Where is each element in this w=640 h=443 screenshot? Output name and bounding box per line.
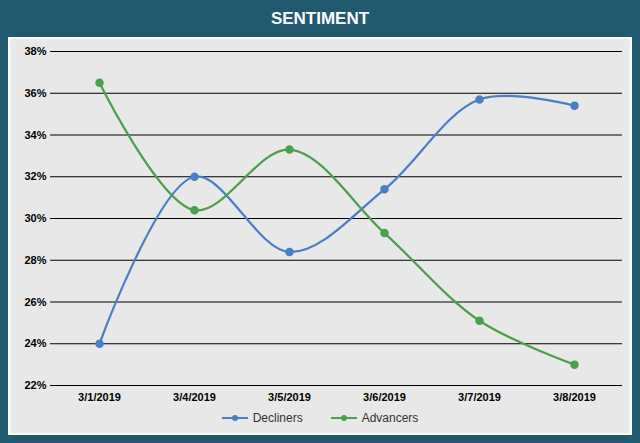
svg-text:22%: 22%: [24, 379, 46, 391]
svg-text:3/7/2019: 3/7/2019: [458, 391, 501, 403]
svg-text:3/1/2019: 3/1/2019: [78, 391, 121, 403]
html-text:SENTIMENT: SENTIMENT: [270, 9, 370, 28]
html-text:Advancers: Advancers: [361, 411, 419, 425]
svg-text:3/8/2019: 3/8/2019: [553, 391, 596, 403]
svg-text:3/5/2019: 3/5/2019: [268, 391, 311, 403]
svg-text:36%: 36%: [24, 87, 46, 99]
svg-text:32%: 32%: [24, 170, 46, 182]
svg-text:3/6/2019: 3/6/2019: [363, 391, 406, 403]
svg-text:30%: 30%: [24, 212, 46, 224]
svg-text:26%: 26%: [24, 296, 46, 308]
svg-text:3/4/2019: 3/4/2019: [173, 391, 216, 403]
html-text:Decliners: Decliners: [252, 411, 303, 425]
svg-text:28%: 28%: [24, 254, 46, 266]
svg-text:38%: 38%: [24, 45, 46, 57]
svg-text:24%: 24%: [24, 337, 46, 349]
svg-text:34%: 34%: [24, 129, 46, 141]
